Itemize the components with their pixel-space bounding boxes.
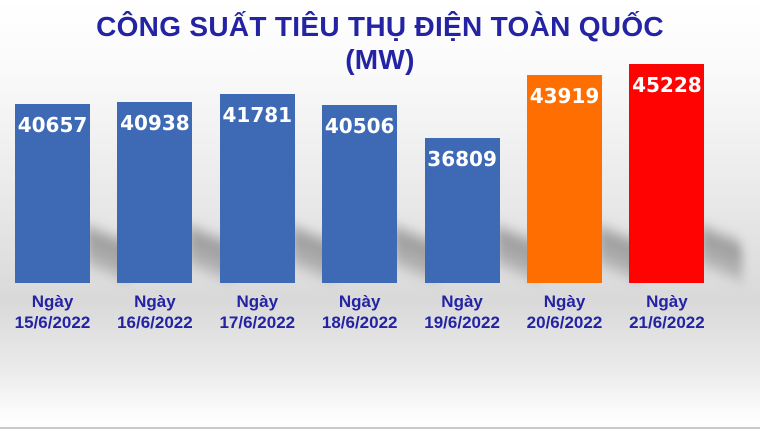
x-tick-label-ng-y-19-6-2022: Ngày 19/6/2022 <box>406 291 518 334</box>
bar-shadow-ng-y-21-6-2022 <box>700 218 743 288</box>
x-tick-label-ng-y-16-6-2022: Ngày 16/6/2022 <box>99 291 211 334</box>
bar-value-label: 40506 <box>324 114 395 138</box>
bar-value-label: 45228 <box>632 73 702 97</box>
x-tick-date: 18/6/2022 <box>321 313 398 333</box>
x-tick-date: 17/6/2022 <box>219 313 296 333</box>
x-tick-date: 20/6/2022 <box>526 313 603 333</box>
chart-title: CÔNG SUẤT TIÊU THỤ ĐIỆN TOÀN QUỐC (MW) <box>0 10 760 76</box>
x-tick-word: Ngày <box>441 292 483 311</box>
x-tick-label-ng-y-18-6-2022: Ngày 18/6/2022 <box>304 291 416 334</box>
x-tick-word: Ngày <box>543 292 586 311</box>
x-tick-word: Ngày <box>338 292 381 311</box>
bar-value-label: 40657 <box>17 113 88 137</box>
x-tick-label-ng-y-17-6-2022: Ngày 17/6/2022 <box>201 291 313 334</box>
chart-title-line1: CÔNG SUẤT TIÊU THỤ ĐIỆN TOÀN QUỐC <box>96 11 664 42</box>
bar-ng-y-20-6-2022: 43919 <box>527 75 602 283</box>
bar-ng-y-21-6-2022: 45228 <box>629 64 705 283</box>
bar-value-label: 41781 <box>222 103 293 127</box>
bar-value-label: 40938 <box>120 111 190 135</box>
bar-ng-y-17-6-2022: 41781 <box>219 94 295 283</box>
x-tick-word: Ngày <box>236 292 279 311</box>
bar-ng-y-15-6-2022: 40657 <box>15 104 90 283</box>
x-tick-word: Ngày <box>646 292 688 311</box>
x-tick-date: 19/6/2022 <box>424 313 500 333</box>
bar-ng-y-19-6-2022: 36809 <box>424 138 500 283</box>
bar-value-label: 43919 <box>529 84 600 108</box>
bar-ng-y-16-6-2022: 40938 <box>117 102 193 283</box>
x-tick-label-ng-y-15-6-2022: Ngày 15/6/2022 <box>0 291 109 334</box>
chart-title-line2: (MW) <box>345 44 415 76</box>
x-tick-date: 15/6/2022 <box>14 313 91 333</box>
x-tick-word: Ngày <box>31 292 74 311</box>
x-tick-date: 16/6/2022 <box>117 313 193 333</box>
x-tick-word: Ngày <box>134 292 176 311</box>
bar-value-label: 36809 <box>427 147 497 171</box>
x-tick-date: 21/6/2022 <box>629 313 705 333</box>
bar-ng-y-18-6-2022: 40506 <box>322 105 398 283</box>
slide-bottom-border <box>0 427 760 429</box>
x-tick-label-ng-y-21-6-2022: Ngày 21/6/2022 <box>611 291 723 334</box>
x-tick-label-ng-y-20-6-2022: Ngày 20/6/2022 <box>509 291 621 334</box>
